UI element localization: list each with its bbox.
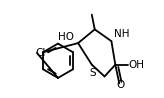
Text: HO: HO <box>58 32 74 42</box>
Text: NH: NH <box>114 29 130 39</box>
Text: OH: OH <box>129 60 144 70</box>
Text: Cl: Cl <box>35 48 46 58</box>
Text: O: O <box>117 80 125 90</box>
Text: S: S <box>89 68 96 78</box>
